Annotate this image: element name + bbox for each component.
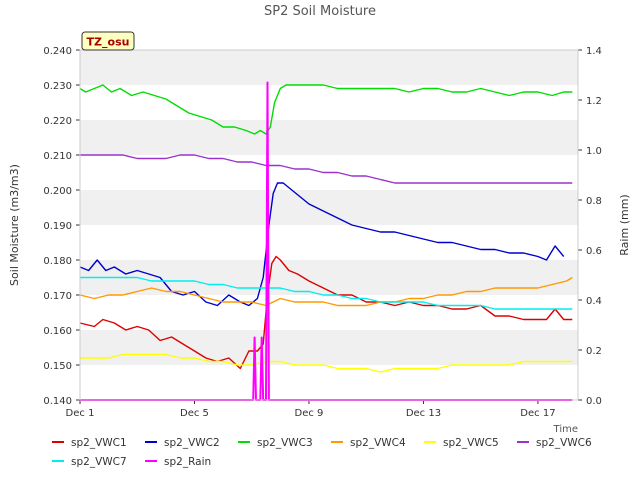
y-tick-label: 0.150 [43, 361, 72, 372]
x-tick-label: Dec 5 [180, 408, 209, 419]
legend-label-sp2_VWC1: sp2_VWC1 [71, 437, 127, 449]
y2-axis-label: Raim (mm) [618, 194, 631, 255]
series-line-sp2_VWC3 [79, 84, 573, 135]
y2-tick-label: 1.4 [586, 46, 602, 57]
series-line-sp2_VWC1 [79, 255, 573, 370]
series-line-sp2_VWC5 [80, 353, 573, 373]
station-badge: TZ_osu [81, 31, 135, 51]
y-tick-label: 0.140 [43, 396, 72, 407]
plot-frame [79, 49, 579, 401]
x-tick-label: Dec 9 [295, 408, 324, 419]
y-tick-label: 0.160 [43, 326, 72, 337]
series-line-sp2_VWC2 [79, 182, 565, 307]
y-tick-label: 0.180 [43, 256, 72, 267]
station-label: TZ_osu [87, 36, 130, 49]
y2-tick-label: 0.4 [586, 296, 602, 307]
x-tick-label: Dec 1 [66, 408, 95, 419]
y2-tick-label: 0.2 [586, 346, 602, 357]
grid-band [80, 190, 578, 225]
grid-band [80, 260, 578, 295]
legend-label-sp2_VWC2: sp2_VWC2 [164, 437, 220, 449]
y2-tick-label: 0.8 [586, 196, 602, 207]
x-tick-label: Dec 13 [406, 408, 441, 419]
legend-label-sp2_VWC3: sp2_VWC3 [257, 437, 313, 449]
y-tick-label: 0.200 [43, 186, 72, 197]
grid-band [80, 365, 578, 400]
y-tick-label: 0.220 [43, 116, 72, 127]
y-axis-label: Soil Moisture (m3/m3) [8, 164, 21, 286]
series-line-sp2_VWC7 [80, 276, 573, 310]
y2-tick-label: 1.2 [586, 96, 602, 107]
y2-tick-label: 1.0 [586, 146, 602, 157]
grid-band [80, 50, 578, 85]
x-tick-label: Dec 17 [520, 408, 555, 419]
y-tick-label: 0.190 [43, 221, 72, 232]
legend: sp2_VWC1 sp2_VWC2 sp2_VWC3 sp2_VWC4 sp2_VWC5… [52, 437, 592, 468]
y-tick-label: 0.230 [43, 81, 72, 92]
grid-band [80, 330, 578, 365]
y-tick-label: 0.240 [43, 46, 72, 57]
y2-tick-label: 0.0 [586, 396, 602, 407]
y2-tick-label: 0.6 [586, 246, 602, 257]
legend-label-sp2_VWC5: sp2_VWC5 [443, 437, 499, 449]
legend-label-sp2_VWC4: sp2_VWC4 [350, 437, 406, 449]
grid-band [80, 120, 578, 155]
grid-band [80, 225, 578, 260]
y-tick-label: 0.210 [43, 151, 72, 162]
grid-band [80, 295, 578, 330]
series-line-sp2_VWC4 [79, 276, 573, 307]
x-axis-label: Time [553, 424, 578, 435]
legend-label-sp2_VWC7: sp2_VWC7 [71, 456, 127, 468]
series-line-sp2_VWC6 [80, 154, 573, 184]
grid-band [80, 85, 578, 120]
legend-label-sp2_VWC6: sp2_VWC6 [536, 437, 592, 449]
y-tick-label: 0.170 [43, 291, 72, 302]
legend-label-sp2_Rain: sp2_Rain [164, 456, 211, 468]
chart-title: SP2 Soil Moisture [264, 4, 376, 19]
